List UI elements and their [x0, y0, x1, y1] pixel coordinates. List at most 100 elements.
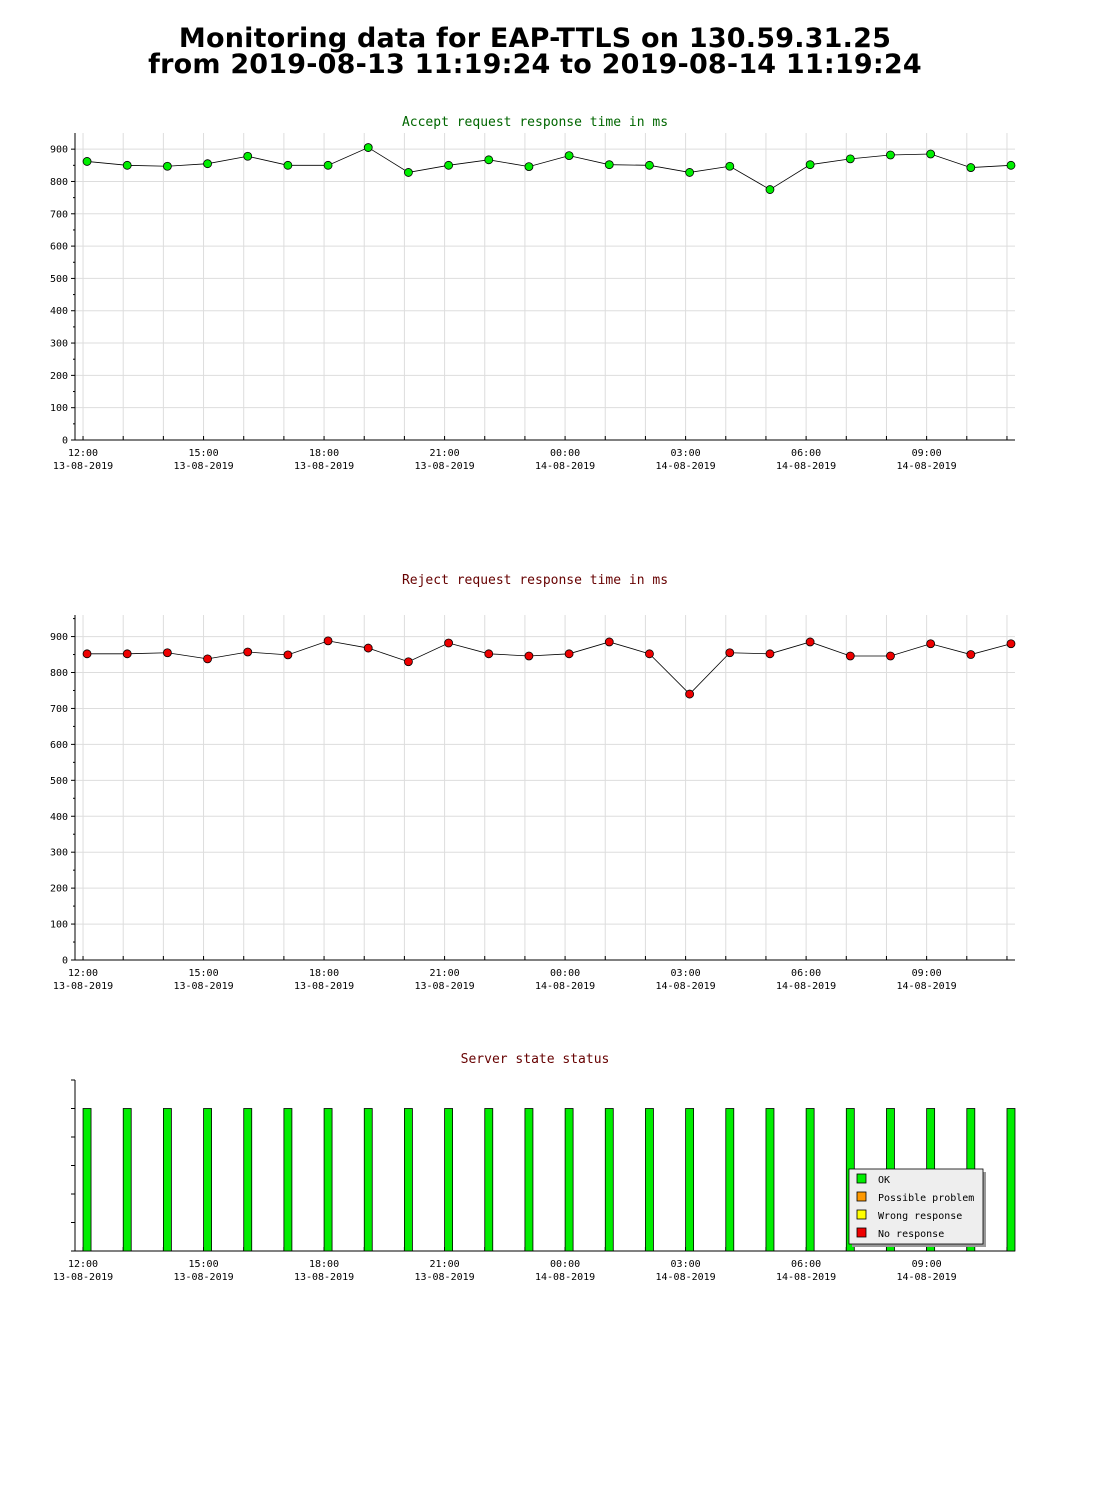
- x-tick-label-time: 12:00: [68, 1259, 98, 1270]
- status-bar: [82, 1108, 92, 1252]
- legend-box: [848, 1168, 984, 1245]
- data-point: [966, 650, 976, 659]
- x-tick-label-date: 13-08-2019: [173, 981, 233, 992]
- data-point: [162, 648, 172, 658]
- x-tick-label-date: 13-08-2019: [53, 981, 113, 992]
- legend-swatch: [856, 1173, 867, 1184]
- y-tick-label: 0: [62, 436, 68, 447]
- status-bar: [363, 1108, 373, 1252]
- y-tick-label: 100: [50, 403, 68, 414]
- data-point: [524, 651, 534, 661]
- data-point: [243, 151, 253, 161]
- data-point: [886, 150, 895, 160]
- status-bar: [725, 1108, 735, 1252]
- data-point: [725, 648, 735, 658]
- data-point: [404, 168, 413, 177]
- data-point: [323, 636, 333, 646]
- data-point: [524, 162, 534, 172]
- status-bar: [122, 1108, 132, 1252]
- page-title-line-1: Monitoring data for EAP-TTLS on 130.59.3…: [178, 23, 892, 54]
- x-tick-label-time: 09:00: [912, 448, 942, 459]
- y-tick-label: 800: [50, 177, 68, 188]
- x-tick-label-date: 14-08-2019: [897, 461, 957, 472]
- y-tick-label: 500: [50, 274, 68, 285]
- data-point: [926, 149, 936, 159]
- y-tick-label: 300: [50, 848, 68, 859]
- x-tick-label-time: 06:00: [791, 448, 821, 459]
- x-tick-label-date: 13-08-2019: [294, 461, 354, 472]
- x-tick-label-time: 06:00: [791, 1259, 821, 1270]
- y-tick-label: 800: [50, 668, 68, 679]
- x-tick-label-date: 14-08-2019: [897, 981, 957, 992]
- x-tick-label-time: 00:00: [550, 448, 580, 459]
- x-tick-label-time: 21:00: [430, 1259, 460, 1270]
- data-point: [604, 637, 614, 647]
- data-point: [685, 689, 695, 699]
- y-tick-label: 900: [50, 632, 68, 643]
- x-tick-label-date: 14-08-2019: [655, 981, 715, 992]
- data-point: [1006, 160, 1016, 170]
- x-tick-label-time: 21:00: [430, 448, 460, 459]
- series-line: [87, 147, 1012, 191]
- series-line: [87, 640, 1012, 695]
- status-bar: [203, 1108, 212, 1252]
- data-point: [685, 168, 695, 177]
- y-tick-label: 400: [50, 812, 68, 823]
- legend-label: Possible problem: [878, 1193, 974, 1204]
- data-point: [805, 160, 815, 170]
- status-bar: [805, 1108, 815, 1252]
- status-bar: [283, 1108, 293, 1252]
- x-tick-label-date: 13-08-2019: [53, 461, 113, 472]
- x-tick-label-time: 12:00: [68, 448, 98, 459]
- status-bar: [765, 1108, 775, 1252]
- x-tick-label-time: 06:00: [791, 968, 821, 979]
- data-point: [444, 160, 453, 170]
- data-point: [162, 161, 172, 171]
- status-bar: [444, 1108, 453, 1252]
- x-tick-label-date: 13-08-2019: [173, 1272, 233, 1283]
- x-tick-label-date: 14-08-2019: [655, 1272, 715, 1283]
- page-title-line-2: from 2019-08-13 11:19:24 to 2019-08-14 1…: [148, 49, 922, 80]
- x-tick-label-date: 13-08-2019: [414, 981, 474, 992]
- status-bar: [243, 1108, 253, 1252]
- x-tick-label-date: 13-08-2019: [294, 981, 354, 992]
- chart-title: Reject request response time in ms: [402, 573, 668, 588]
- x-tick-label-date: 14-08-2019: [897, 1272, 957, 1283]
- x-tick-label-date: 13-08-2019: [173, 461, 233, 472]
- chart-title: Accept request response time in ms: [402, 115, 668, 130]
- data-point: [845, 154, 855, 164]
- data-point: [725, 161, 735, 171]
- status-bar: [1006, 1108, 1016, 1252]
- data-point: [1006, 639, 1016, 649]
- status-bar: [564, 1108, 574, 1252]
- status-bar: [604, 1108, 614, 1252]
- data-point: [203, 654, 212, 664]
- x-tick-label-date: 14-08-2019: [776, 981, 836, 992]
- x-tick-label-time: 12:00: [68, 968, 98, 979]
- x-tick-label-date: 14-08-2019: [535, 1272, 595, 1283]
- data-point: [484, 155, 494, 165]
- data-point: [243, 647, 253, 657]
- data-point: [122, 160, 132, 170]
- x-tick-label-time: 15:00: [188, 968, 218, 979]
- x-tick-label-date: 14-08-2019: [776, 1272, 836, 1283]
- legend-label: No response: [878, 1229, 944, 1240]
- data-point: [122, 649, 132, 659]
- x-tick-label-time: 18:00: [309, 448, 339, 459]
- data-point: [886, 651, 895, 661]
- y-tick-label: 700: [50, 209, 68, 220]
- status-bar: [484, 1108, 494, 1252]
- x-tick-label-date: 14-08-2019: [535, 461, 595, 472]
- data-point: [604, 160, 614, 170]
- status-bar: [404, 1108, 413, 1252]
- y-tick-label: 300: [50, 339, 68, 350]
- y-tick-label: 100: [50, 920, 68, 931]
- y-tick-label: 700: [50, 704, 68, 715]
- data-point: [564, 151, 574, 161]
- y-tick-label: 0: [62, 956, 68, 967]
- x-tick-label-time: 00:00: [550, 968, 580, 979]
- y-tick-label: 600: [50, 242, 68, 253]
- status-bar: [645, 1108, 654, 1252]
- data-point: [926, 639, 936, 649]
